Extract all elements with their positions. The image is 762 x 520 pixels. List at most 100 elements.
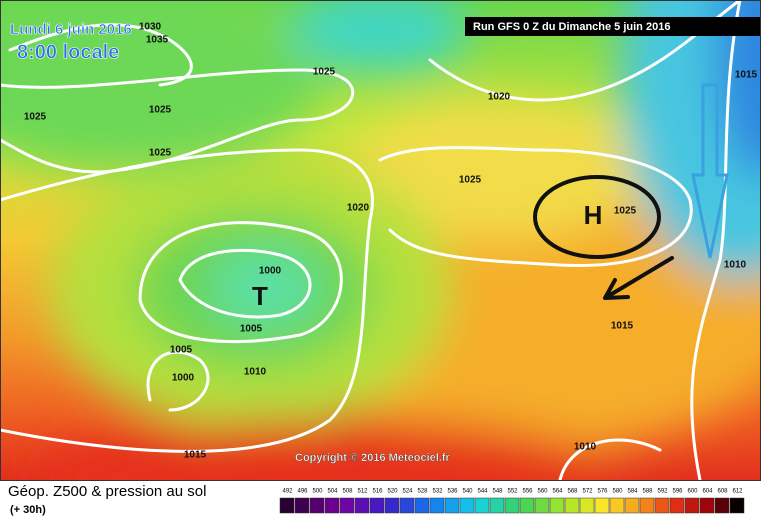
scale-label: 556 [522,489,533,495]
scale-label: 516 [372,489,383,495]
scale-swatch [324,497,340,514]
pressure-label: 1025 [149,148,172,159]
scale-label: 504 [327,489,338,495]
pressure-label: 1000 [259,266,282,277]
lead-time: (+ 30h) [10,504,46,516]
scale-swatch [459,497,475,514]
scale-label: 596 [672,489,683,495]
scale-label: 496 [297,489,308,495]
scale-swatch [654,497,670,514]
scale-swatch [699,497,715,514]
scale-label: 600 [687,489,698,495]
pressure-label: 1020 [347,203,370,214]
scale-swatch [444,497,460,514]
scale-label: 492 [282,489,293,495]
scale-label: 548 [492,489,503,495]
pressure-label: 1010 [574,442,597,453]
black-arrow [603,256,674,300]
scale-swatch [669,497,685,514]
scale-label: 592 [657,489,668,495]
scale-label: 528 [417,489,428,495]
scale-swatch [489,497,505,514]
scale-swatch [384,497,400,514]
scale-swatch [369,497,385,514]
pressure-labels: 1030 1035 1025 1025 1025 1025 1020 1015 1025 1020… [24,22,758,461]
scale-label: 572 [582,489,593,495]
pressure-label: 1015 [184,450,207,461]
pressure-label: 1010 [724,260,747,271]
map-frame [0,0,761,481]
scale-label: 612 [732,489,743,495]
pressure-label: 1005 [170,345,193,356]
scale-label: 520 [387,489,398,495]
scale-label: 576 [597,489,608,495]
scale-label: 536 [447,489,458,495]
scale-label: 564 [552,489,563,495]
pressure-label: 1025 [313,67,336,78]
pressure-label: 1000 [172,373,195,384]
scale-swatch [684,497,700,514]
blue-arrow [691,83,729,259]
pressure-label: 1010 [244,367,267,378]
scale-swatch [549,497,565,514]
run-info: Run GFS 0 Z du Dimanche 5 juin 2016 [473,21,670,33]
pressure-label: 1035 [146,35,169,46]
legend-title: Géop. Z500 & pression au sol [8,483,206,500]
scale-swatch [414,497,430,514]
scale-label: 532 [432,489,443,495]
pressure-label: 1020 [488,92,511,103]
scale-label: 512 [357,489,368,495]
scale-swatch [579,497,595,514]
scale-swatch [504,497,520,514]
scale-swatch [624,497,640,514]
scale-label: 568 [567,489,578,495]
scale-swatch [594,497,610,514]
copyright: Copyright © 2016 Meteociel.fr [295,452,451,464]
forecast-date: Lundi 6 juin 2016 [10,21,132,38]
high-circle [533,175,661,259]
scale-swatch [519,497,535,514]
pressure-label: 1025 [24,112,47,123]
pressure-label: 1025 [149,105,172,116]
pressure-label: 1015 [735,70,758,81]
scale-label: 500 [312,489,323,495]
scale-label: 540 [462,489,473,495]
scale-label: 552 [507,489,518,495]
scale-swatch [354,497,370,514]
scale-label: 524 [402,489,413,495]
low-pressure-symbol: T [252,281,268,311]
scale-label: 584 [627,489,638,495]
isobars [0,0,740,480]
scale-label: 560 [537,489,548,495]
forecast-time: 8:00 locale [17,41,119,63]
color-scale: 492 496 500 504 508 512 516 520 524 528 532 536 540 5… [279,489,745,514]
pressure-label: 1005 [240,324,263,335]
scale-swatch [639,497,655,514]
scale-swatch [714,497,730,514]
scale-label: 604 [702,489,713,495]
pressure-label: 1015 [611,321,634,332]
scale-label: 508 [342,489,353,495]
scale-swatch [729,497,745,514]
pressure-label: 1025 [614,206,637,217]
scale-swatch [294,497,310,514]
scale-swatch [564,497,580,514]
scale-swatch [279,497,295,514]
scale-swatch [609,497,625,514]
scale-label: 608 [717,489,728,495]
run-banner [465,17,760,36]
scale-label: 588 [642,489,653,495]
scale-swatch [474,497,490,514]
scale-label: 580 [612,489,623,495]
scale-swatch [534,497,550,514]
scale-swatch [429,497,445,514]
scale-swatch [339,497,355,514]
scale-label: 544 [477,489,488,495]
pressure-label: 1030 [139,22,162,33]
high-pressure-symbol: H [584,200,603,230]
pressure-label: 1025 [459,175,482,186]
